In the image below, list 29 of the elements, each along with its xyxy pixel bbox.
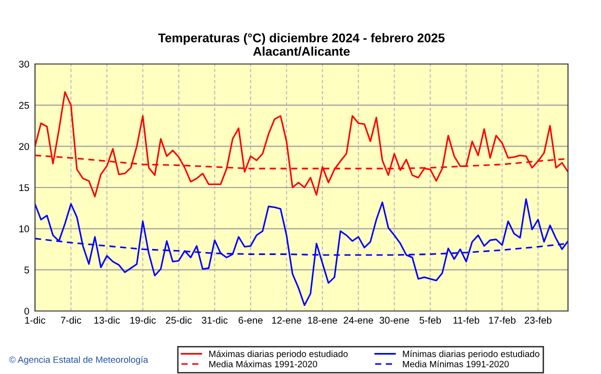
x-tick-label: 17-feb xyxy=(489,316,516,324)
x-tick-label: 7-dic xyxy=(60,316,82,324)
x-tick-label: 13-dic xyxy=(94,316,120,324)
y-tick-label: 10 xyxy=(19,225,30,232)
chart-title: Temperaturas (°C) diciembre 2024 - febrero 2025 Alacant/Alicante xyxy=(158,33,445,56)
text: © Agencia Estatal de Meteorología xyxy=(9,356,148,365)
x-tick-label: 30-ene xyxy=(380,316,410,324)
y-tick-label: 20 xyxy=(19,143,30,150)
legend-label: Media Mínimas 1991-2020 xyxy=(402,360,509,368)
y-tick-label: 30 xyxy=(19,60,30,68)
x-tick-label: 31-dic xyxy=(202,316,228,324)
x-tick-label: 24-ene xyxy=(344,316,374,324)
x-tick-label: 1-dic xyxy=(25,316,46,324)
legend-label: Media Máximas 1991-2020 xyxy=(209,360,318,368)
y-tick-label: 5 xyxy=(24,266,30,274)
x-tick-label: 11-feb xyxy=(454,316,480,324)
x-tick-label: 19-dic xyxy=(130,316,156,324)
x-tick-label: 5-feb xyxy=(420,316,441,324)
x-tick-label: 12-ene xyxy=(272,316,302,324)
y-tick-label: 0 xyxy=(24,308,30,315)
legend-label: Máximas diarias periodo estudiado xyxy=(209,350,348,359)
y-tick-label: 25 xyxy=(19,102,30,109)
x-tick-label: 25-dic xyxy=(166,316,192,324)
x-tick-label: 6-ene xyxy=(238,316,263,324)
x-tick-label: 18-ene xyxy=(308,316,338,324)
y-tick-label: 15 xyxy=(19,184,30,192)
line-series xyxy=(35,91,568,198)
x-tick-label: 23-feb xyxy=(524,316,552,324)
legend-label: Mínimas diarias periodo estudiado xyxy=(402,350,540,359)
